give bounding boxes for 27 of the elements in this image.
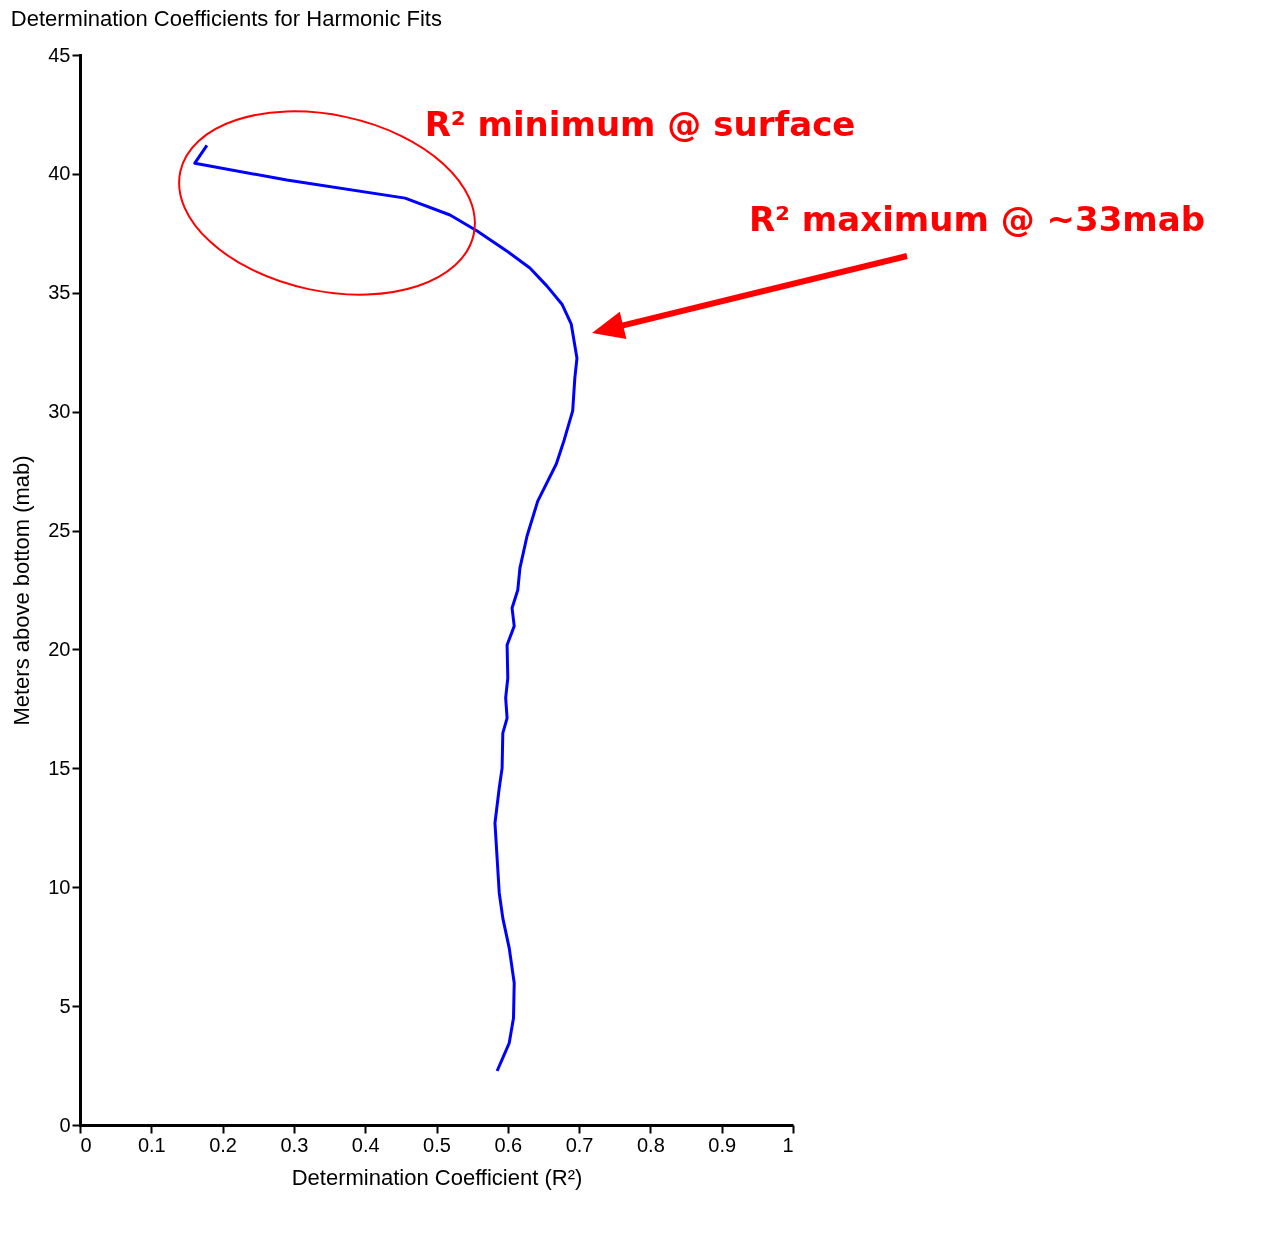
x-axis-title: Determination Coefficient (R²) [291,1164,583,1190]
y-tick-label: 45 [48,43,71,66]
x-tick-label: 0.4 [351,1133,380,1156]
y-tick-label: 15 [48,756,71,779]
x-tick-label: 0.8 [636,1133,665,1156]
y-tick-label: 5 [59,994,71,1017]
x-tick-label: 0.1 [137,1133,166,1156]
y-tick-label: 25 [48,519,71,542]
annotation: R² maximum @ ~33mab [748,199,1206,239]
x-tick-label: 0.9 [708,1133,737,1156]
y-tick-label: 40 [48,162,71,185]
y-tick-label: 0 [59,1113,71,1136]
y-tick-label: 35 [48,281,71,304]
x-tick-label: 0.5 [423,1133,451,1156]
x-tick-label: 0 [80,1133,92,1156]
y-tick-label: 30 [48,400,71,423]
x-tick-label: 0.6 [494,1133,523,1156]
line-series [193,143,579,1073]
x-tick-label: 0.2 [209,1133,238,1156]
y-tick-label: 20 [48,637,71,660]
annotation: R² minimum @ surface [424,104,856,144]
y-axis-title: Meters above bottom (mab) [9,455,35,726]
x-tick-label: 0.3 [280,1133,309,1156]
chart-title: Determination Coefficients for Harmonic Fits [10,6,442,31]
y-tick-label: 10 [48,875,71,898]
x-tick-label: 0.7 [565,1133,594,1156]
x-tick-label: 1 [782,1133,794,1156]
